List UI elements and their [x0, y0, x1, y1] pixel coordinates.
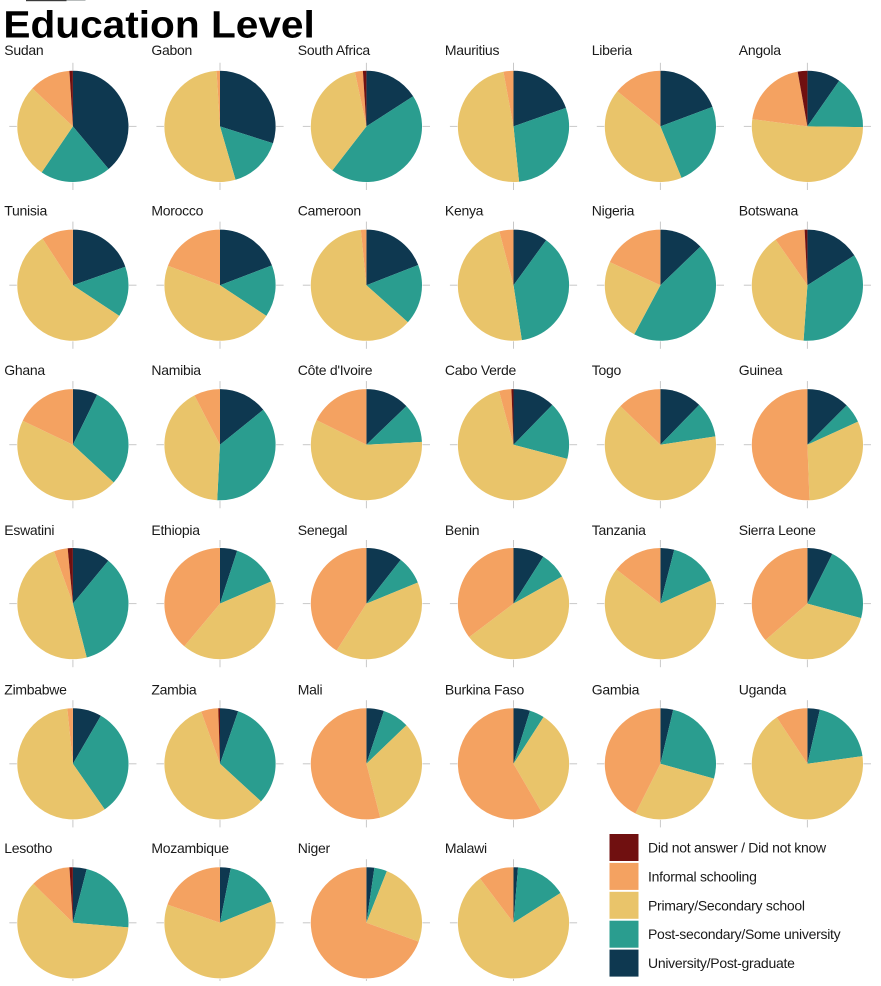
svg-text:Gambia: Gambia	[592, 682, 640, 698]
svg-text:Mali: Mali	[298, 682, 323, 698]
svg-text:Education Level: Education Level	[3, 4, 314, 46]
svg-text:Primary/Secondary school: Primary/Secondary school	[648, 897, 805, 913]
svg-text:Kenya: Kenya	[445, 202, 484, 218]
svg-text:Côte d'Ivoire: Côte d'Ivoire	[298, 362, 373, 378]
svg-text:Malawi: Malawi	[445, 840, 487, 856]
svg-text:Angola: Angola	[739, 42, 781, 58]
svg-text:Botswana: Botswana	[739, 202, 799, 218]
svg-text:Eswatini: Eswatini	[4, 522, 54, 538]
svg-text:Cabo Verde: Cabo Verde	[445, 362, 517, 378]
svg-text:Zambia: Zambia	[151, 682, 196, 698]
svg-text:Mozambique: Mozambique	[151, 840, 229, 856]
svg-text:Niger: Niger	[298, 840, 331, 856]
svg-text:Did not answer / Did not know: Did not answer / Did not know	[648, 840, 827, 856]
svg-text:Burkina Faso: Burkina Faso	[445, 682, 525, 698]
svg-text:Namibia: Namibia	[151, 362, 201, 378]
svg-text:Cameroon: Cameroon	[298, 202, 361, 218]
svg-text:Informal schooling: Informal schooling	[648, 868, 757, 884]
svg-text:Morocco: Morocco	[151, 202, 203, 218]
svg-text:Guinea: Guinea	[739, 362, 783, 378]
svg-text:Tunisia: Tunisia	[4, 202, 47, 218]
svg-text:Ethiopia: Ethiopia	[151, 522, 200, 538]
svg-text:Sudan: Sudan	[4, 42, 43, 58]
svg-text:Zimbabwe: Zimbabwe	[4, 682, 67, 698]
svg-text:Gabon: Gabon	[151, 42, 192, 58]
svg-text:Benin: Benin	[445, 522, 479, 538]
svg-text:Nigeria: Nigeria	[592, 202, 635, 218]
svg-text:Tanzania: Tanzania	[592, 522, 646, 538]
svg-text:Togo: Togo	[592, 362, 622, 378]
svg-text:Senegal: Senegal	[298, 522, 348, 538]
svg-text:Mauritius: Mauritius	[445, 42, 500, 58]
svg-text:South Africa: South Africa	[298, 42, 371, 58]
svg-text:Post-secondary/Some university: Post-secondary/Some university	[648, 926, 841, 942]
svg-text:Sierra Leone: Sierra Leone	[739, 522, 816, 538]
svg-text:University/Post-graduate: University/Post-graduate	[648, 955, 795, 971]
svg-text:Liberia: Liberia	[592, 42, 633, 58]
svg-text:Uganda: Uganda	[739, 682, 787, 698]
svg-text:Lesotho: Lesotho	[4, 840, 52, 856]
svg-text:Ghana: Ghana	[4, 362, 45, 378]
